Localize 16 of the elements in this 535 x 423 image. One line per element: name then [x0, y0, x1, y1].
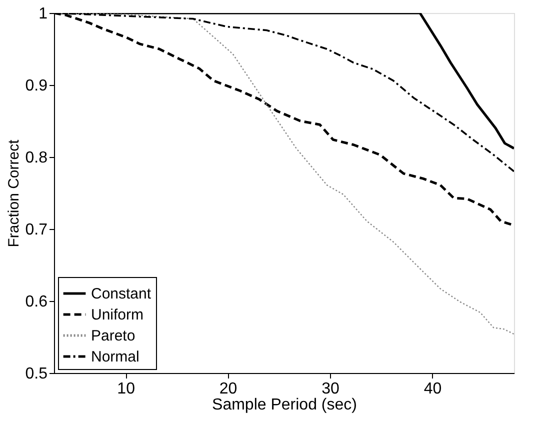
- legend-label: Constant: [91, 286, 152, 302]
- y-tick-label: 0.9: [25, 78, 48, 94]
- x-tick-label: 30: [322, 380, 340, 398]
- legend-label: Uniform: [91, 306, 144, 324]
- x-axis-title: Sample Period (sec): [212, 396, 357, 414]
- legend-label: Normal: [91, 348, 140, 366]
- y-tick-label: 0.6: [25, 294, 48, 310]
- x-tick-label: 40: [424, 380, 442, 398]
- y-tick-label: 0.5: [25, 366, 48, 382]
- x-tick-label: 20: [219, 380, 238, 398]
- x-tick-label: 10: [117, 380, 136, 398]
- y-tick-label: 0.7: [25, 222, 48, 238]
- y-tick-label: 0.8: [25, 150, 48, 166]
- y-axis-title: Fraction Correct: [5, 138, 22, 248]
- legend-label: Pareto: [91, 328, 136, 344]
- y-tick-label: 1: [38, 6, 48, 22]
